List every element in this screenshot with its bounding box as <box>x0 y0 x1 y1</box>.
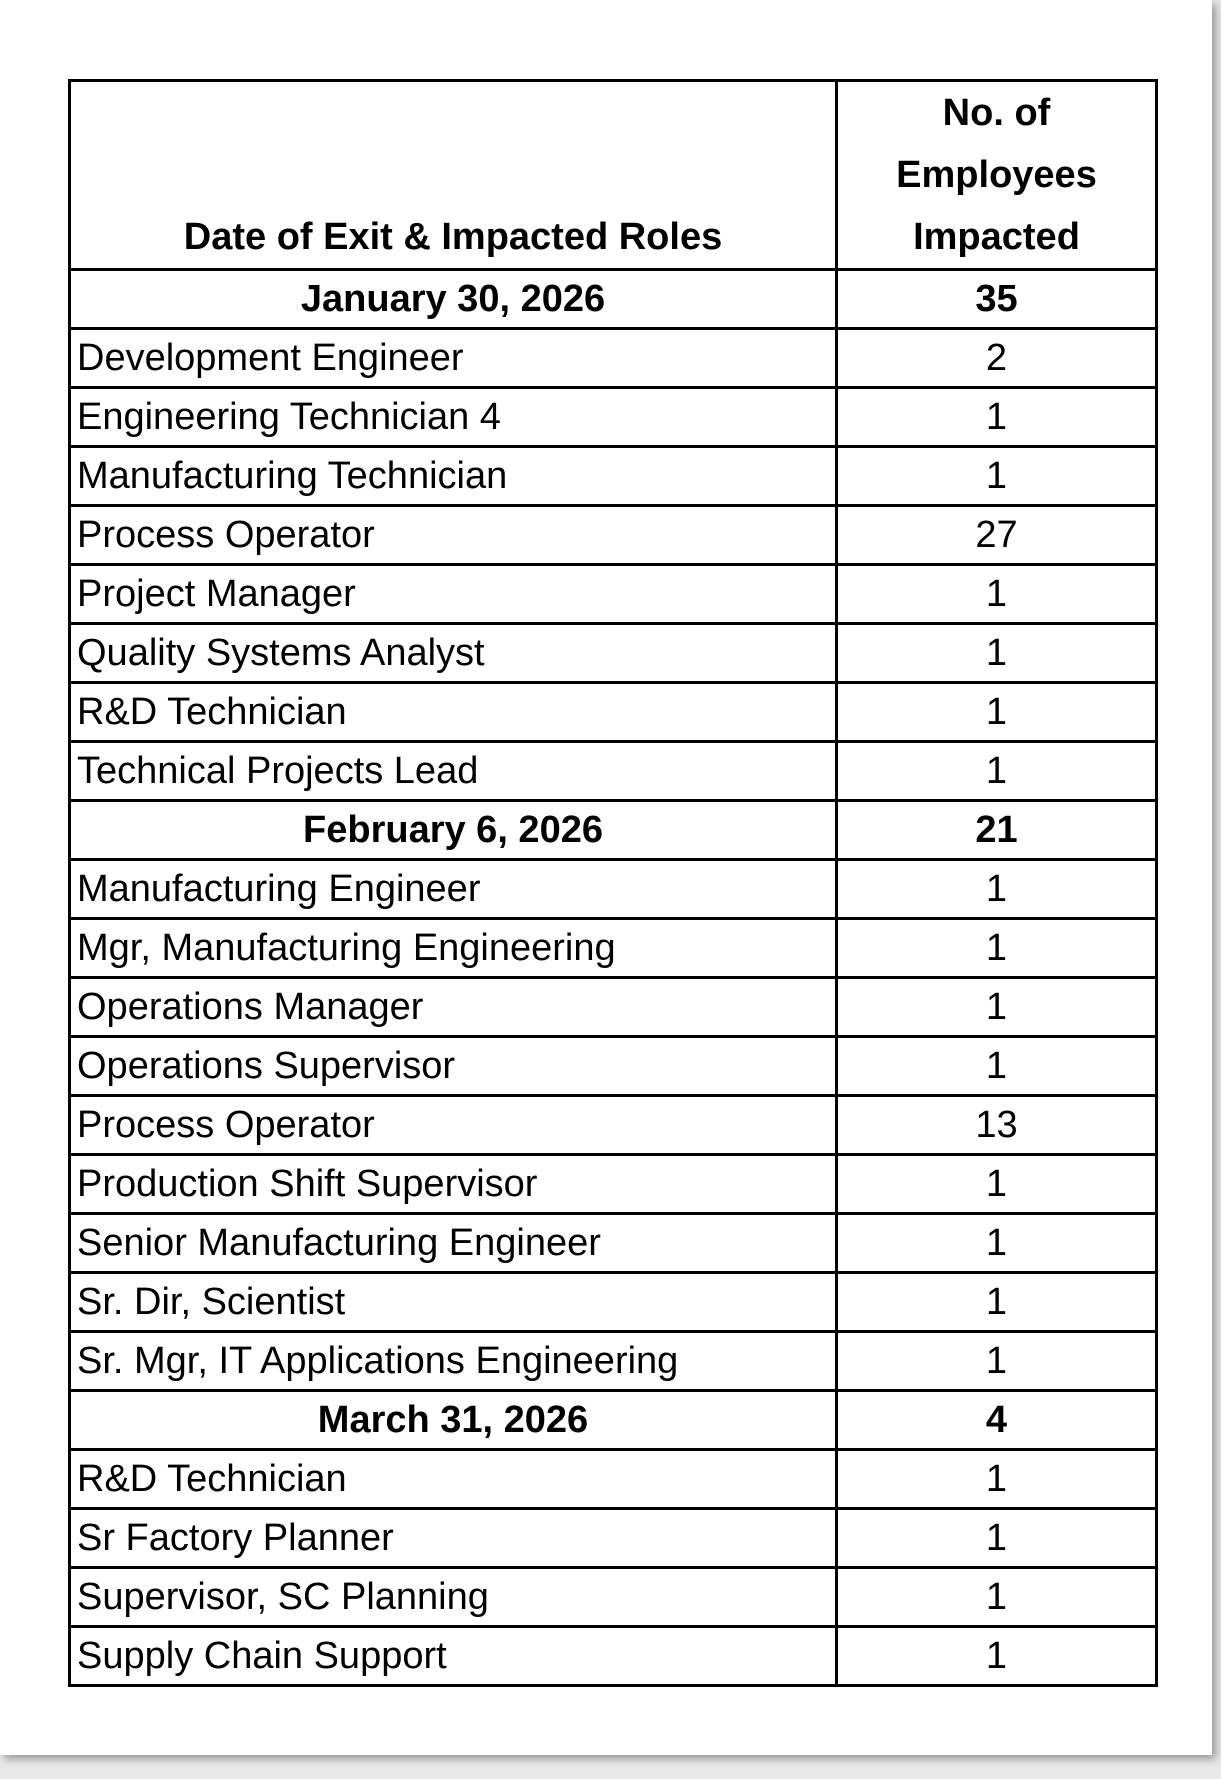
role-name: Operations Supervisor <box>68 1035 838 1097</box>
role-name: Manufacturing Engineer <box>68 858 838 920</box>
role-count: 1 <box>835 1330 1158 1392</box>
role-row: Production Shift Supervisor 1 <box>68 1153 1158 1215</box>
role-row: Supply Chain Support 1 <box>68 1625 1158 1687</box>
role-row: Development Engineer 2 <box>68 327 1158 389</box>
role-name: Engineering Technician 4 <box>68 386 838 448</box>
group-total: 35 <box>835 268 1158 330</box>
role-name: Production Shift Supervisor <box>68 1153 838 1215</box>
role-row: Operations Manager 1 <box>68 976 1158 1038</box>
role-row: Sr Factory Planner 1 <box>68 1507 1158 1569</box>
role-count: 1 <box>835 1507 1158 1569</box>
impact-table: Date of Exit & Impacted Roles No. of Emp… <box>68 79 1158 1687</box>
group-total: 21 <box>835 799 1158 861</box>
group-row: January 30, 2026 35 <box>68 268 1158 330</box>
role-count: 13 <box>835 1094 1158 1156</box>
role-name: Operations Manager <box>68 976 838 1038</box>
role-row: Supervisor, SC Planning 1 <box>68 1566 1158 1628</box>
group-total: 4 <box>835 1389 1158 1451</box>
role-name: Quality Systems Analyst <box>68 622 838 684</box>
header-row: Date of Exit & Impacted Roles No. of Emp… <box>68 79 1158 271</box>
role-count: 1 <box>835 1035 1158 1097</box>
role-name: Sr. Dir, Scientist <box>68 1271 838 1333</box>
role-row: Senior Manufacturing Engineer 1 <box>68 1212 1158 1274</box>
role-name: Senior Manufacturing Engineer <box>68 1212 838 1274</box>
role-count: 2 <box>835 327 1158 389</box>
group-row: February 6, 2026 21 <box>68 799 1158 861</box>
role-count: 1 <box>835 1448 1158 1510</box>
role-row: R&D Technician 1 <box>68 1448 1158 1510</box>
role-name: Process Operator <box>68 504 838 566</box>
role-name: Project Manager <box>68 563 838 625</box>
role-row: R&D Technician 1 <box>68 681 1158 743</box>
exit-date: March 31, 2026 <box>68 1389 838 1451</box>
role-name: Development Engineer <box>68 327 838 389</box>
role-name: R&D Technician <box>68 681 838 743</box>
role-row: Sr. Mgr, IT Applications Engineering 1 <box>68 1330 1158 1392</box>
role-row: Operations Supervisor 1 <box>68 1035 1158 1097</box>
role-row: Process Operator 27 <box>68 504 1158 566</box>
role-name: Technical Projects Lead <box>68 740 838 802</box>
role-name: Supply Chain Support <box>68 1625 838 1687</box>
role-row: Project Manager 1 <box>68 563 1158 625</box>
role-name: Supervisor, SC Planning <box>68 1566 838 1628</box>
role-row: Manufacturing Engineer 1 <box>68 858 1158 920</box>
header-cell: No. of Employees Impacted <box>835 79 1158 271</box>
role-count: 1 <box>835 681 1158 743</box>
role-name: Sr. Mgr, IT Applications Engineering <box>68 1330 838 1392</box>
role-row: Technical Projects Lead 1 <box>68 740 1158 802</box>
role-count: 1 <box>835 858 1158 920</box>
paper: Date of Exit & Impacted Roles No. of Emp… <box>0 0 1212 1755</box>
role-count: 1 <box>835 740 1158 802</box>
group-row: March 31, 2026 4 <box>68 1389 1158 1451</box>
role-row: Sr. Dir, Scientist 1 <box>68 1271 1158 1333</box>
role-count: 27 <box>835 504 1158 566</box>
role-count: 1 <box>835 976 1158 1038</box>
role-count: 1 <box>835 1566 1158 1628</box>
role-name: Mgr, Manufacturing Engineering <box>68 917 838 979</box>
role-name: Sr Factory Planner <box>68 1507 838 1569</box>
role-count: 1 <box>835 386 1158 448</box>
header-cell: Date of Exit & Impacted Roles <box>68 79 838 271</box>
role-name: Process Operator <box>68 1094 838 1156</box>
role-count: 1 <box>835 563 1158 625</box>
role-count: 1 <box>835 1625 1158 1687</box>
role-count: 1 <box>835 1271 1158 1333</box>
role-row: Manufacturing Technician 1 <box>68 445 1158 507</box>
role-row: Process Operator 13 <box>68 1094 1158 1156</box>
role-count: 1 <box>835 1212 1158 1274</box>
exit-date: January 30, 2026 <box>68 268 838 330</box>
role-count: 1 <box>835 917 1158 979</box>
role-row: Mgr, Manufacturing Engineering 1 <box>68 917 1158 979</box>
role-count: 1 <box>835 1153 1158 1215</box>
role-name: R&D Technician <box>68 1448 838 1510</box>
role-row: Quality Systems Analyst 1 <box>68 622 1158 684</box>
role-count: 1 <box>835 445 1158 507</box>
role-count: 1 <box>835 622 1158 684</box>
role-name: Manufacturing Technician <box>68 445 838 507</box>
exit-date: February 6, 2026 <box>68 799 838 861</box>
